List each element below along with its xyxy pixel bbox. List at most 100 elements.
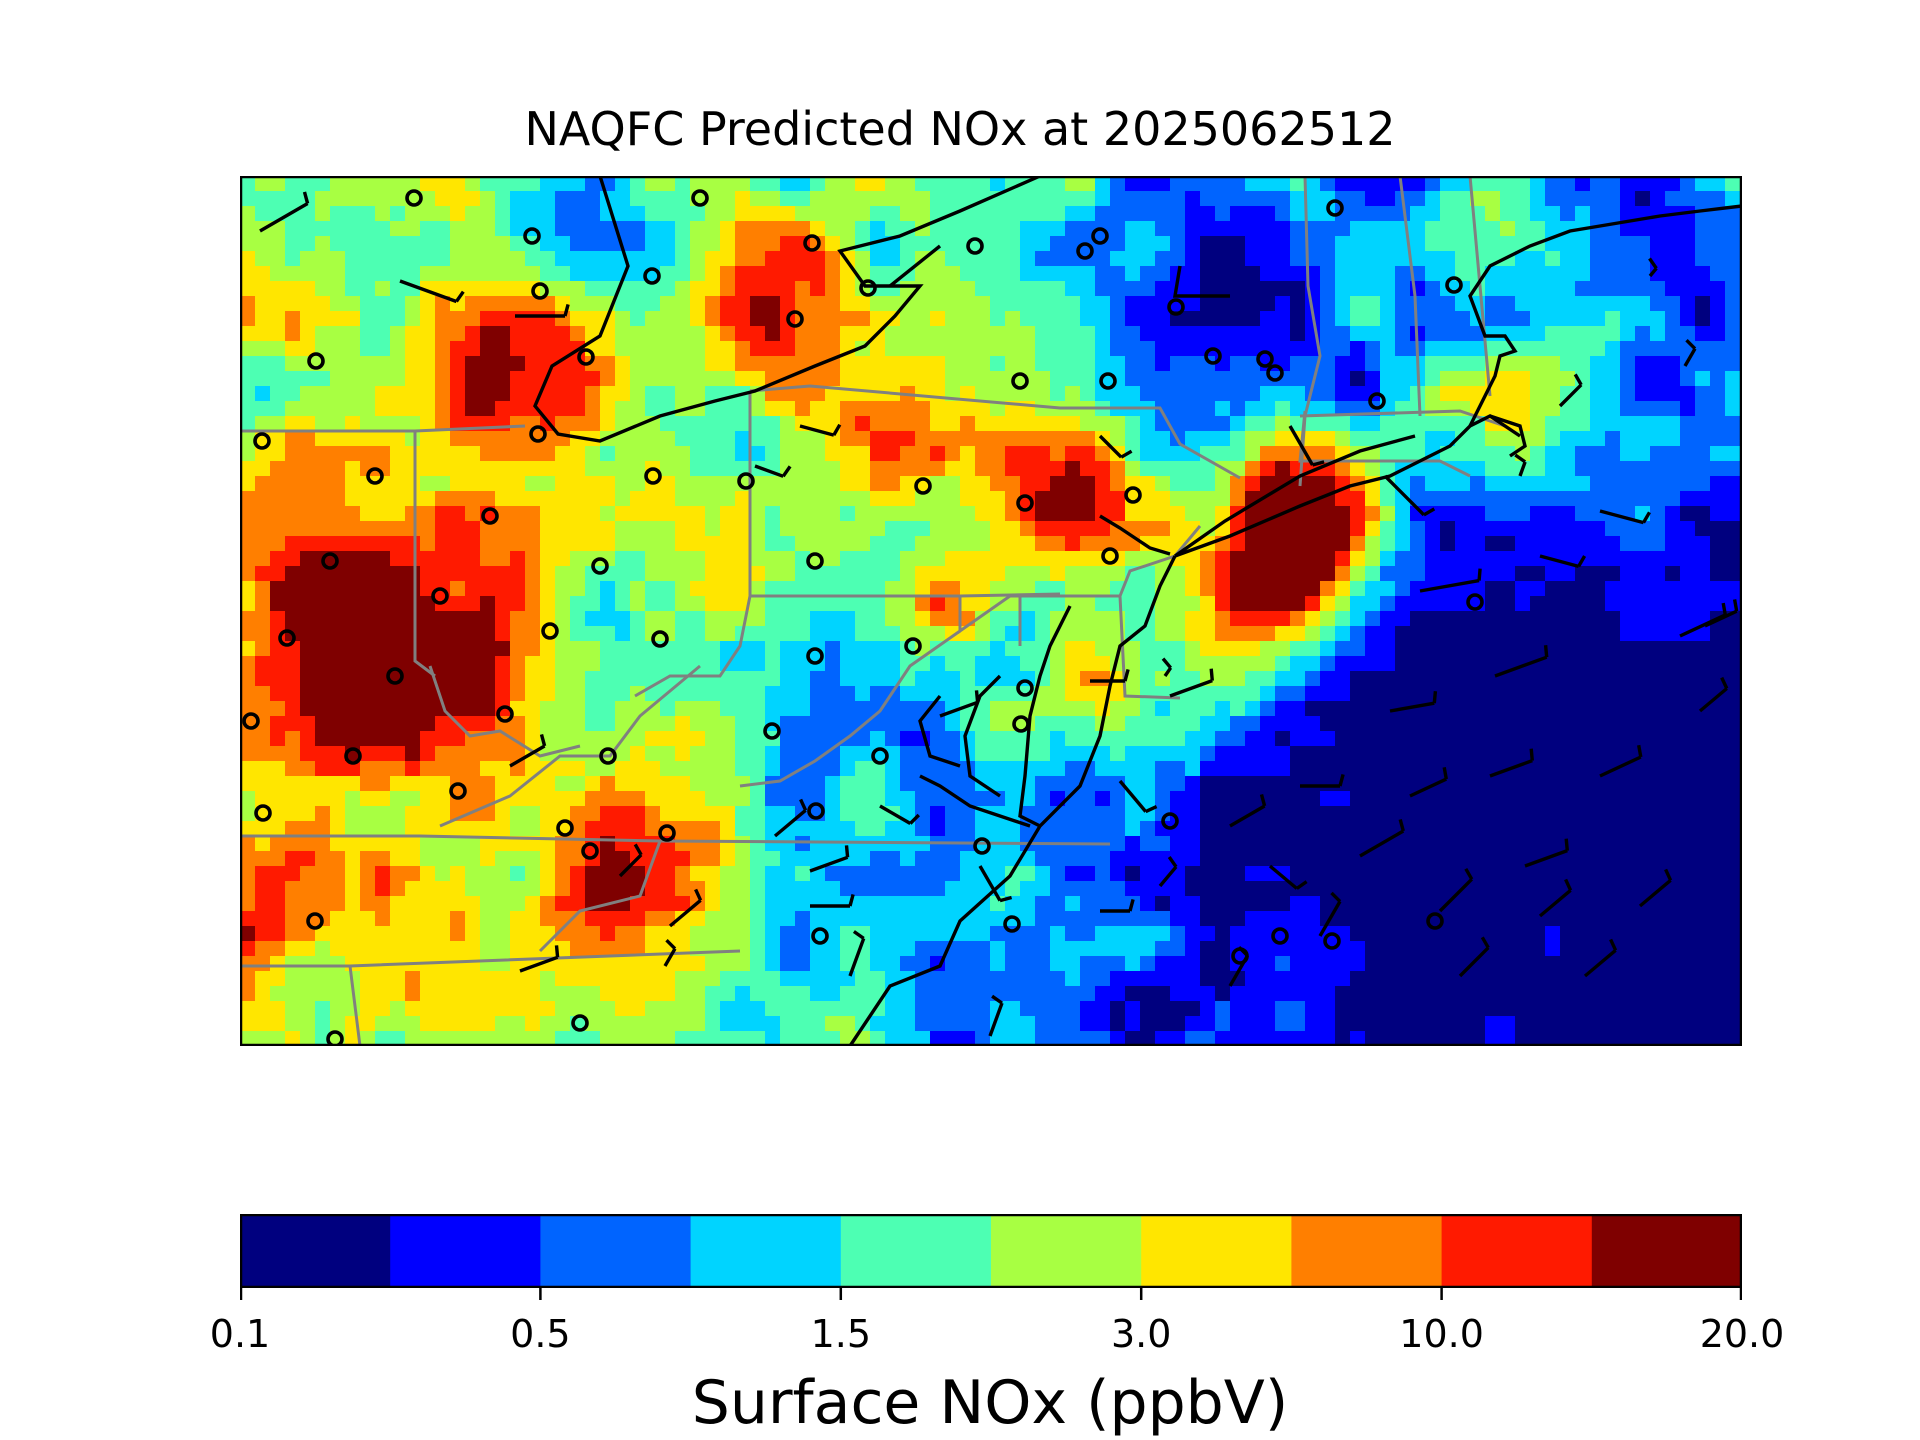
wind-barb: [1419, 568, 1482, 593]
colorbar-frame: [240, 1214, 1742, 1288]
wind-barb: [1704, 599, 1739, 628]
monitor-station: [531, 282, 549, 300]
monitor-station: [1426, 912, 1444, 930]
monitor-station: [1323, 932, 1341, 950]
state-borders: [240, 176, 1506, 1046]
wind-barb: [1458, 936, 1490, 978]
coastline-12: [1172, 265, 1230, 298]
monitor-station: [307, 352, 325, 370]
colorbar-tick-label-3.0: 3.0: [1110, 1312, 1172, 1356]
colorbar-tick-label-20.0: 20.0: [1699, 1312, 1785, 1356]
nox-map: [240, 176, 1742, 1046]
monitor-station: [1271, 927, 1289, 945]
colorbar-tick-label-0.5: 0.5: [510, 1312, 571, 1356]
wind-barb: [1438, 867, 1474, 913]
coastline-7: [1018, 605, 1072, 828]
colorbar: [240, 1214, 1742, 1288]
monitor-station: [1161, 812, 1179, 830]
monitor-station: [1368, 392, 1386, 410]
state-border-17: [1118, 525, 1202, 597]
colorbar-swatch-2: [390, 1214, 541, 1288]
nox-map-panel: [240, 176, 1742, 1046]
monitor-station: [278, 629, 296, 647]
monitor-station: [591, 557, 609, 575]
coastline-5: [1468, 204, 1742, 427]
monitor-station: [871, 747, 889, 765]
monitor-station: [1124, 486, 1142, 504]
wind-barb: [1090, 668, 1130, 683]
state-border-16: [1468, 176, 1492, 397]
monitor-station: [1011, 372, 1029, 390]
wind-barb: [754, 464, 792, 478]
wind-barb: [879, 804, 921, 825]
monitor-station: [571, 1014, 589, 1032]
wind-barb: [668, 888, 703, 928]
wind-barb: [1524, 838, 1569, 868]
colorbar-swatch-6: [991, 1214, 1142, 1288]
map-frame: [240, 176, 1742, 1046]
wind-barb: [519, 945, 560, 973]
monitor-station: [811, 927, 829, 945]
map-title: NAQFC Predicted NOx at 2025062512: [524, 102, 1396, 156]
coastline-6: [1174, 434, 1416, 558]
monitor-station: [1266, 364, 1284, 382]
wind-barb: [1169, 668, 1214, 698]
coastline-8: [963, 674, 1002, 798]
state-border-2: [413, 431, 436, 678]
wind-barb: [618, 843, 643, 878]
monitor-station: [556, 819, 574, 837]
wind-barb: [1158, 856, 1178, 888]
monitor-station: [242, 712, 260, 730]
monitor-station: [904, 637, 922, 655]
wind-barb: [810, 893, 855, 908]
wind-barb: [1161, 657, 1173, 677]
monitor-station: [431, 587, 449, 605]
wind-barb: [1648, 257, 1658, 278]
wind-barb: [773, 798, 808, 838]
state-border-14: [1398, 176, 1422, 417]
wind-barb: [848, 930, 866, 977]
monitor-station: [1012, 715, 1030, 733]
wind-barb: [1638, 868, 1673, 908]
monitor-station: [1445, 276, 1463, 294]
monitor-station: [599, 747, 617, 765]
monitor-station: [1016, 494, 1034, 512]
monitor-station: [1091, 227, 1109, 245]
monitor-station: [658, 824, 676, 842]
colorbar-swatch-1: [240, 1214, 391, 1288]
colorbar-tick-label-1.5: 1.5: [810, 1312, 872, 1356]
monitor-station: [643, 267, 661, 285]
monitor-station: [581, 842, 599, 860]
wind-barb: [1318, 891, 1342, 937]
monitor-station: [449, 782, 467, 800]
wind-barb: [1599, 509, 1651, 525]
monitor-station: [481, 507, 499, 525]
monitor-station: [786, 310, 804, 328]
monitor-station: [1016, 679, 1034, 697]
coastline-1: [533, 176, 1041, 443]
monitor-station: [651, 630, 669, 648]
monitor-station: [914, 477, 932, 495]
monitor-station: [405, 189, 423, 207]
state-border-18: [428, 665, 581, 758]
state-border-15: [1298, 410, 1471, 478]
wind-barb: [1229, 793, 1267, 828]
state-border-21: [538, 840, 662, 953]
state-border-5: [958, 594, 1090, 634]
monitor-station: [326, 1030, 344, 1046]
colorbar-tick-marks: [240, 1288, 1742, 1300]
monitor-station: [1466, 593, 1484, 611]
monitor-station: [321, 552, 339, 570]
wind-barbs: [259, 176, 1739, 1037]
coastline-10: [919, 774, 1031, 828]
monitor-station: [1003, 915, 1021, 933]
wind-barb: [1300, 773, 1345, 788]
monitor-station: [253, 432, 271, 450]
colorbar-swatch-3: [540, 1214, 692, 1288]
wind-barb: [978, 865, 1013, 903]
wind-barb: [259, 191, 310, 233]
monitor-station: [1167, 298, 1185, 316]
monitor-station: [529, 425, 547, 443]
monitor-station: [496, 705, 514, 723]
coastline-2: [888, 244, 942, 288]
